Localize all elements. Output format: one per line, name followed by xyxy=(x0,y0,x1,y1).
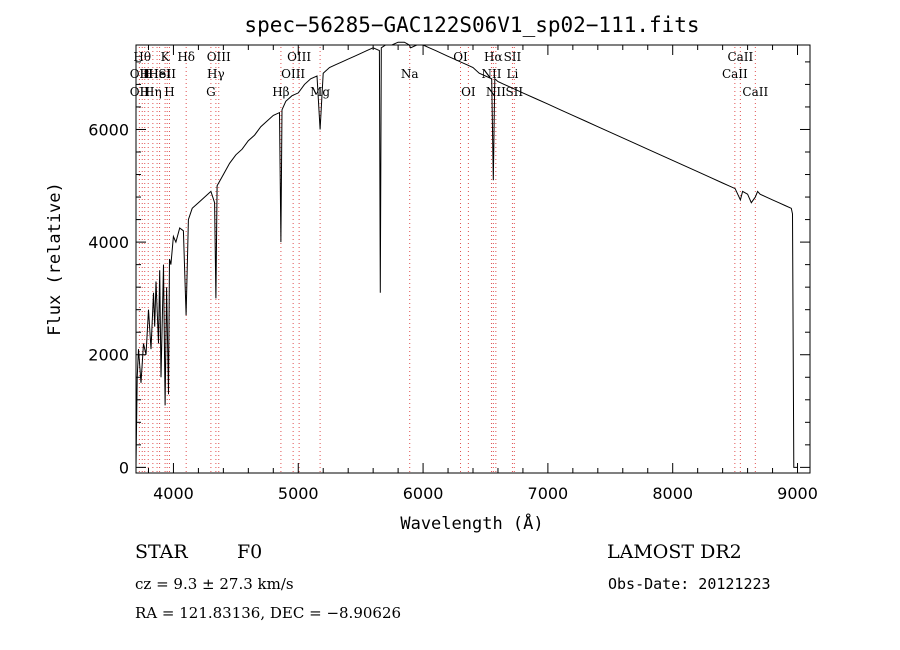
line-label: OII xyxy=(130,85,150,99)
y-axis: 0 2000 4000 6000 xyxy=(88,61,810,477)
object-subclass: F0 xyxy=(237,541,263,563)
y-axis-label: Flux (relative) xyxy=(45,182,65,336)
line-label: He xyxy=(148,67,166,81)
x-axis: 4000 5000 6000 7000 8000 9000 xyxy=(147,45,818,503)
line-label: Mg xyxy=(310,85,330,99)
line-label: Hθ xyxy=(133,50,151,64)
line-label: CaII xyxy=(742,85,768,99)
line-label: K xyxy=(161,50,171,64)
x-tick-label: 7000 xyxy=(528,484,569,503)
y-tick-label: 0 xyxy=(119,458,129,477)
y-tick-label: 6000 xyxy=(88,120,129,139)
line-label: Hα xyxy=(484,50,503,64)
x-tick-label: 4000 xyxy=(153,484,194,503)
line-label: OIII xyxy=(287,50,311,64)
line-label: OII xyxy=(130,67,150,81)
observation-date: Obs-Date: 20121223 xyxy=(608,575,771,593)
spectrum-line xyxy=(135,41,798,468)
line-label: Li xyxy=(507,67,519,81)
line-label: H xyxy=(143,67,153,81)
x-tick-label: 6000 xyxy=(403,484,444,503)
line-markers xyxy=(138,47,756,473)
line-label: Hγ xyxy=(207,67,225,81)
line-label: OIII xyxy=(281,67,305,81)
line-label: G xyxy=(206,85,216,99)
line-label: H xyxy=(140,85,150,99)
plot-frame xyxy=(135,44,811,474)
line-label: SII xyxy=(158,67,176,81)
x-tick-label: 8000 xyxy=(652,484,693,503)
line-label: SII xyxy=(504,50,522,64)
line-label: H xyxy=(140,67,150,81)
coordinates-readout: RA = 121.83136, DEC = −8.90626 xyxy=(135,604,402,622)
x-tick-label: 5000 xyxy=(278,484,319,503)
line-label: CaII xyxy=(722,67,748,81)
line-label: Hβ xyxy=(272,85,289,99)
object-class: STAR xyxy=(135,541,188,563)
x-tick-label: 9000 xyxy=(777,484,818,503)
line-label: NII xyxy=(481,67,501,81)
line-label: HeI xyxy=(148,67,171,81)
line-label: Hη xyxy=(144,85,162,99)
y-tick-label: 2000 xyxy=(88,346,129,365)
x-axis-label: Wavelength (Å) xyxy=(400,512,543,534)
line-label: CaII xyxy=(727,50,753,64)
line-label: SII xyxy=(505,85,523,99)
chart-title: spec−56285−GAC122S06V1_sp02−111.fits xyxy=(244,13,699,37)
y-tick-label: 4000 xyxy=(88,233,129,252)
line-label: OIII xyxy=(207,50,231,64)
redshift-readout: cz = 9.3 ± 27.3 km/s xyxy=(135,575,294,593)
line-label: NII xyxy=(486,85,506,99)
line-label: Hδ xyxy=(177,50,195,64)
line-label: OI xyxy=(461,85,476,99)
line-label: Na xyxy=(401,67,419,81)
survey-name: LAMOST DR2 xyxy=(607,541,742,563)
line-labels: OIIOIIHθHHHHηHeHeIKSIIHHδGHγOIIIHβOIIIOI… xyxy=(130,50,769,99)
line-label: H xyxy=(164,85,174,99)
